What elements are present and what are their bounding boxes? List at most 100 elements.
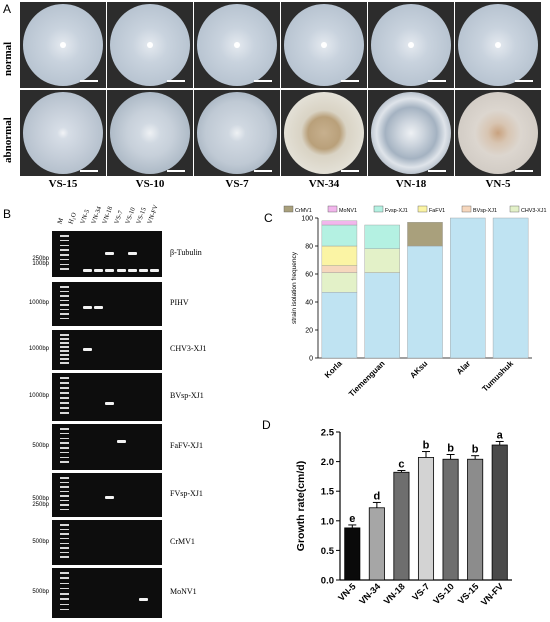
growth-bar <box>491 444 508 581</box>
ladder-band <box>60 608 69 611</box>
ladder-band <box>60 486 69 488</box>
pcr-band <box>127 268 137 272</box>
legend-swatch <box>373 205 384 213</box>
ladder-band <box>60 317 69 319</box>
marker-size-label: 500bp <box>32 443 49 449</box>
category-label: Tumushuk <box>480 359 515 394</box>
y-tick-label: 1.0 <box>321 516 334 527</box>
ladder-band <box>60 495 69 497</box>
scale-bar <box>515 170 533 172</box>
y-tick-label: 2.5 <box>321 428 335 439</box>
gel-image <box>52 520 162 565</box>
pcr-band <box>150 268 160 272</box>
ladder-band <box>60 346 69 348</box>
gel-target-label: β-Tubulin <box>170 248 202 257</box>
category-label: VN-18 <box>382 581 407 606</box>
y-tick-label: 2.0 <box>321 457 334 468</box>
ladder-band <box>60 290 69 292</box>
y-axis-title: Growth rate(cm/d) <box>295 461 307 551</box>
ladder-band <box>60 577 69 579</box>
marker-size-label: 1000bp <box>28 393 49 399</box>
pcr-band <box>139 268 149 272</box>
legend-label: BVsp-XJ1 <box>473 208 497 214</box>
ladder-band <box>60 556 69 558</box>
marker-size-label: 500bp <box>32 538 49 545</box>
stacked-bar-segment <box>321 272 358 293</box>
stacked-bar-segment <box>492 217 529 359</box>
gel-target-label: MoNV1 <box>170 587 197 596</box>
stacked-bar-segment <box>407 222 443 247</box>
inoculum-plug <box>495 42 501 48</box>
ladder-band <box>60 481 69 483</box>
legend-entry: MoNV1 <box>327 205 357 214</box>
legend-entry: BVsp-XJ1 <box>461 205 497 214</box>
growth-bar <box>417 457 435 581</box>
ladder-band <box>60 286 69 288</box>
ladder-band <box>60 244 69 246</box>
ladder-band <box>60 407 69 409</box>
category-label: VS-10 <box>431 581 456 606</box>
category-label: VN-5 <box>336 581 358 603</box>
scale-bar <box>254 170 272 172</box>
scale-bar <box>254 80 272 82</box>
gel-image <box>52 282 162 326</box>
ladder-band <box>60 377 69 379</box>
ladder-band <box>60 350 69 352</box>
ladder-band <box>60 451 69 454</box>
abnormal-plate <box>458 92 538 174</box>
ladder-band <box>60 437 69 439</box>
ladder-band <box>60 295 69 297</box>
category-label: Alar <box>455 359 472 376</box>
strain-label: VS-15 <box>48 178 78 190</box>
marker-size-label: 500bp <box>32 589 49 595</box>
growth-bar <box>467 458 484 581</box>
ladder-band <box>60 428 69 430</box>
y-tick-label: 0.0 <box>321 576 334 587</box>
legend-entry: FaFV1 <box>417 205 445 214</box>
y-tick-label: 60 <box>305 272 313 279</box>
ladder-band <box>60 499 69 501</box>
legend-entry: CHV3-XJ1 <box>509 205 546 214</box>
gel-target-label: FVsp-XJ1 <box>170 489 203 498</box>
scale-bar <box>428 80 446 82</box>
scale-bar <box>341 80 359 82</box>
strain-label: VN-5 <box>485 178 511 190</box>
inoculum-plug <box>147 42 153 48</box>
y-tick-label: 80 <box>305 244 313 251</box>
stacked-bar-segment <box>321 224 358 247</box>
stacked-bar-segment <box>321 291 358 359</box>
category-label: VS-7 <box>410 581 431 602</box>
stacked-bar-segment <box>364 224 400 249</box>
category-label: VN-FV <box>479 581 505 607</box>
growth-rate-chart: 0.0 0.5 1.0 1.5 2.0 2.5 Growth rate(cm/d) e VN-5… <box>295 428 512 608</box>
ladder-band <box>60 313 69 315</box>
ladder-band <box>60 490 69 492</box>
pcr-band <box>82 268 92 272</box>
pcr-band <box>105 495 115 499</box>
lane-label: VN-5 <box>79 208 91 225</box>
marker-size-label: 250bp <box>32 501 49 508</box>
marker-size-label: 500bp <box>32 496 49 503</box>
ladder-band <box>60 382 69 384</box>
ladder-band <box>60 432 69 435</box>
ladder-band <box>60 582 69 584</box>
scale-bar <box>167 170 185 172</box>
marker-size-label: 1000bp <box>28 346 49 352</box>
growth-bar <box>368 507 385 581</box>
significance-letter: b <box>472 444 479 456</box>
significance-letter: c <box>398 458 404 470</box>
marker-size-label: 100bp <box>32 261 49 268</box>
legend-entry: Fvsp-XJ1 <box>373 205 408 214</box>
gel-image <box>52 568 162 618</box>
strain-label: VN-18 <box>395 178 427 190</box>
pcr-band <box>93 268 103 272</box>
legend-swatch <box>327 205 338 213</box>
ladder-band <box>60 362 69 364</box>
lane-label: M <box>56 217 65 225</box>
panel-b-letter: B <box>3 207 12 221</box>
category-label: Tiemenguan <box>347 359 387 399</box>
lane-label: VN-FV <box>146 203 161 225</box>
lane-label: H₂O <box>67 211 79 225</box>
legend-label: Fvsp-XJ1 <box>385 208 408 214</box>
category-label: AKsu <box>408 359 429 380</box>
